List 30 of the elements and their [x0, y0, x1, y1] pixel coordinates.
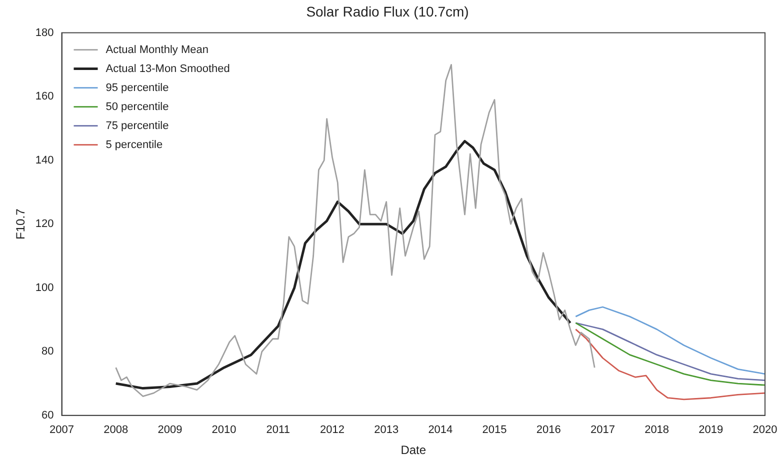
legend-label: 50 percentile	[106, 100, 169, 113]
y-tick-label: 100	[35, 282, 54, 294]
x-tick-label: 2019	[698, 424, 724, 436]
legend-label: 75 percentile	[106, 120, 169, 132]
x-tick-label: 2010	[212, 424, 236, 436]
y-tick-label: 160	[35, 90, 54, 103]
y-tick-label: 60	[42, 409, 54, 422]
y-tick-label: 80	[42, 346, 54, 358]
x-tick-label: 2018	[644, 424, 670, 436]
x-tick-label: 2013	[374, 424, 399, 436]
x-tick-label: 2020	[752, 424, 778, 436]
legend-label: 95 percentile	[106, 82, 169, 94]
x-tick-label: 2008	[104, 424, 128, 436]
x-axis-title: Date	[400, 443, 426, 458]
x-tick-label: 2016	[536, 424, 561, 436]
legend-label: Actual Monthly Mean	[106, 44, 208, 56]
x-tick-label: 2012	[320, 424, 344, 436]
y-axis-title: F10.7	[14, 208, 28, 240]
y-tick-label: 180	[35, 26, 54, 39]
y-tick-label: 120	[35, 218, 54, 230]
x-tick-label: 2007	[50, 424, 74, 436]
x-tick-label: 2017	[590, 424, 615, 436]
x-tick-label: 2014	[428, 424, 453, 436]
x-tick-label: 2011	[266, 424, 290, 436]
legend-label: 5 percentile	[106, 138, 163, 151]
chart-title: Solar Radio Flux (10.7cm)	[306, 3, 469, 20]
x-tick-label: 2015	[482, 424, 507, 436]
y-tick-label: 140	[35, 154, 54, 166]
x-tick-label: 2009	[158, 424, 182, 436]
legend-label: Actual 13-Mon Smoothed	[106, 62, 230, 75]
